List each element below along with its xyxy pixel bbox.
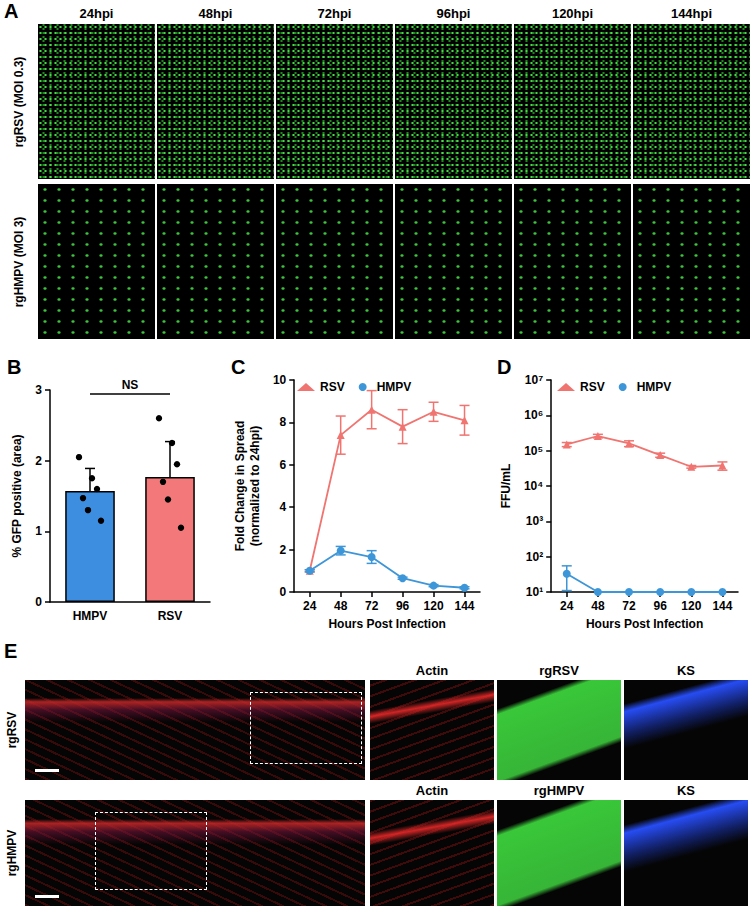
html-text:E: E [4,640,18,662]
svg-text:72: 72 [365,599,379,613]
html-text:24hpi: 24hpi [79,6,114,21]
svg-text:10⁶: 10⁶ [524,408,543,422]
html-text:96hpi: 96hpi [436,6,471,21]
html-text:rgRSV: rgRSV [5,711,19,749]
svg-text:48: 48 [591,599,605,613]
svg-text:HMPV: HMPV [73,609,108,623]
svg-text:6: 6 [280,458,287,472]
html-text:Actin: Actin [415,783,449,798]
html-text:KS: KS [677,663,695,678]
svg-text:RSV: RSV [158,609,183,623]
svg-text:% GFP positive (area): % GFP positive (area) [10,434,24,557]
svg-text:RSV: RSV [320,380,345,394]
svg-text:B: B [7,356,21,378]
svg-text:C: C [231,356,245,378]
svg-text:2: 2 [35,454,42,468]
svg-text:120: 120 [681,599,701,613]
html-text:rgRSV: rgRSV [539,663,579,678]
svg-text:1: 1 [35,524,42,538]
svg-text:FFU/mL: FFU/mL [499,464,513,509]
svg-text:48: 48 [334,599,348,613]
svg-text:96: 96 [396,599,410,613]
svg-text:120: 120 [424,599,444,613]
svg-text:10⁷: 10⁷ [525,373,543,387]
html-text:KS: KS [677,783,695,798]
svg-text:10: 10 [273,373,287,387]
svg-text:RSV: RSV [580,380,605,394]
html-text:A: A [4,0,19,22]
svg-text:10¹: 10¹ [526,585,543,599]
svg-text:HMPV: HMPV [377,380,412,394]
svg-text:24: 24 [303,599,317,613]
svg-text:10⁴: 10⁴ [524,479,543,493]
svg-text:(normalized to 24hpi): (normalized to 24hpi) [248,426,262,547]
html-text:144hpi: 144hpi [670,6,713,21]
html-text:72hpi: 72hpi [317,6,352,21]
html-text:rgHMPV (MOI 3): rgHMPV (MOI 3) [11,216,25,307]
svg-text:Fold Change in Spread: Fold Change in Spread [233,421,247,552]
svg-text:10³: 10³ [526,514,543,528]
svg-text:HMPV: HMPV [637,380,672,394]
html-text:rgHMPV: rgHMPV [533,783,585,798]
svg-text:0: 0 [280,585,287,599]
svg-text:3: 3 [35,383,42,397]
svg-text:72: 72 [622,599,636,613]
svg-text:10²: 10² [526,550,543,564]
html-text:48hpi: 48hpi [198,6,233,21]
svg-text:24: 24 [560,599,574,613]
svg-text:D: D [497,356,511,378]
svg-text:Hours Post Infection: Hours Post Infection [586,617,703,631]
svg-text:4: 4 [280,500,287,514]
svg-text:2: 2 [280,543,287,557]
svg-text:10⁵: 10⁵ [524,444,543,458]
html-text:rgRSV (MOI 0.3): rgRSV (MOI 0.3) [11,56,25,147]
html-text:120hpi: 120hpi [551,6,594,21]
svg-text:144: 144 [455,599,475,613]
svg-text:0: 0 [35,595,42,609]
html-text:rgHMPV: rgHMPV [5,829,19,877]
svg-text:NS: NS [122,378,139,392]
html-text:Actin: Actin [415,663,449,678]
svg-text:Hours Post Infection: Hours Post Infection [328,617,445,631]
svg-text:96: 96 [653,599,667,613]
svg-text:8: 8 [280,415,287,429]
svg-text:144: 144 [712,599,732,613]
